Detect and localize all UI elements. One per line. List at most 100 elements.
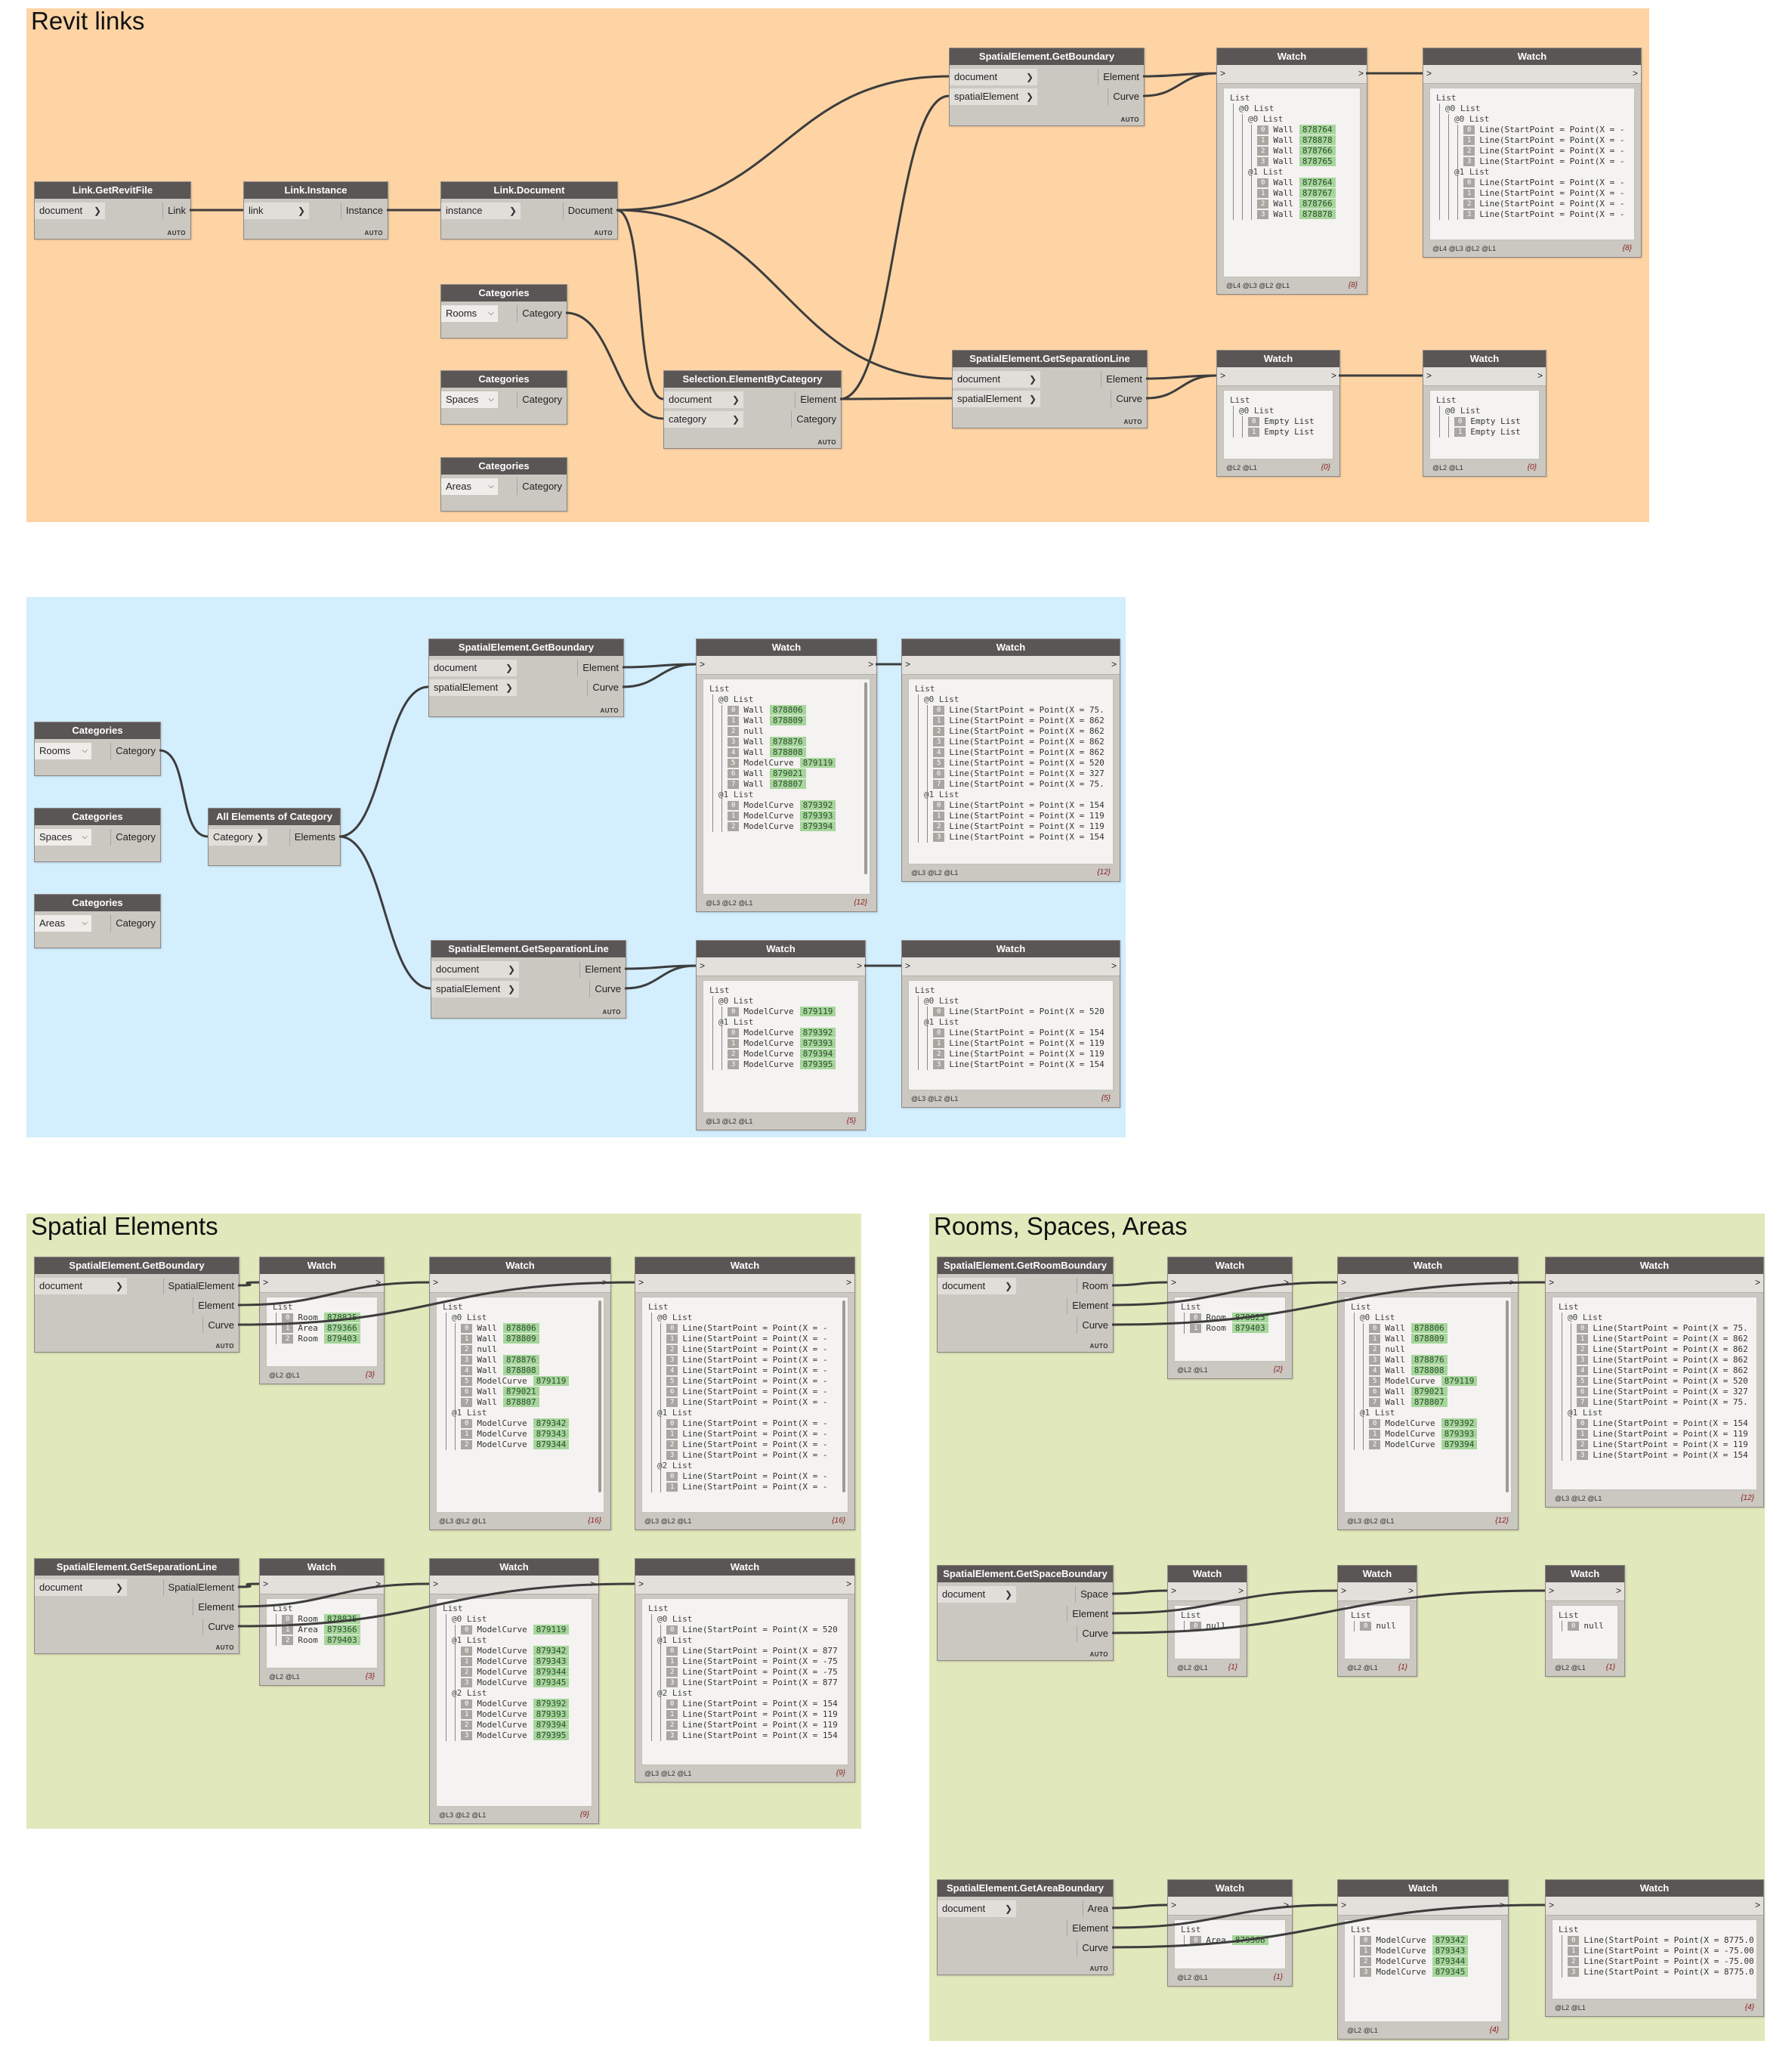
- input-chevron-icon[interactable]: >: [1549, 1585, 1555, 1596]
- element-id[interactable]: 879343: [533, 1656, 570, 1666]
- output-chevron-icon[interactable]: >: [589, 1579, 595, 1589]
- input-chevron-icon[interactable]: >: [433, 1579, 439, 1589]
- watch-preview[interactable]: List @0 List 0 ModelCurve 879119 @1 List 0 Mode…: [436, 1598, 592, 1807]
- output-port[interactable]: Curve: [587, 679, 623, 696]
- element-id[interactable]: 878765: [1299, 156, 1336, 166]
- watch-w10[interactable]: Watch > > List @0 List 0 Wall 878806 1 Wall 878809…: [429, 1257, 611, 1530]
- input-chevron-icon[interactable]: >: [433, 1277, 439, 1288]
- category-dropdown[interactable]: Areas ⌵: [35, 915, 91, 932]
- input-chevron-icon[interactable]: >: [905, 960, 911, 971]
- output-chevron-icon[interactable]: >: [1111, 960, 1117, 971]
- watch-preview[interactable]: List @0 List 0 Wall 878806 1 Wall 878809 2 null 3 W…: [436, 1297, 604, 1513]
- element-id[interactable]: 878806: [1410, 1323, 1448, 1333]
- element-id[interactable]: 879392: [799, 800, 836, 810]
- element-id[interactable]: 878878: [1299, 209, 1336, 219]
- watch-w8[interactable]: Watch > > List @0 List 0 Line(StartPoint = Poi…: [901, 940, 1120, 1108]
- input-port[interactable]: category ❯: [664, 411, 743, 428]
- list-levels[interactable]: @L2 @L1: [1177, 1974, 1208, 1981]
- watch-preview[interactable]: List @0 List 0 Wall 878806 1 Wall 878809 2 null 3 W…: [1344, 1297, 1512, 1513]
- node-n1[interactable]: Link.GetRevitFile document ❯ Link AUTO: [34, 181, 191, 240]
- element-id[interactable]: 879344: [533, 1667, 570, 1677]
- list-levels[interactable]: @L3 @L2 @L1: [1555, 1495, 1602, 1502]
- input-chevron-icon[interactable]: >: [1171, 1585, 1177, 1596]
- output-chevron-icon[interactable]: >: [845, 1277, 851, 1288]
- category-dropdown[interactable]: Rooms ⌵: [441, 305, 498, 322]
- input-port[interactable]: document ❯: [938, 1278, 1016, 1294]
- output-chevron-icon[interactable]: >: [867, 659, 873, 670]
- node-n12[interactable]: Categories Areas ⌵ Category: [34, 894, 161, 948]
- output-port[interactable]: Instance: [340, 203, 388, 219]
- input-chevron-icon[interactable]: >: [1171, 1277, 1177, 1288]
- list-levels[interactable]: @L2 @L1: [1432, 464, 1463, 472]
- node-n9[interactable]: SpatialElement.GetSeparationLine document…: [952, 350, 1148, 428]
- scrollbar[interactable]: [864, 682, 867, 874]
- element-id[interactable]: 879392: [799, 1028, 836, 1038]
- input-port[interactable]: spatialElement ❯: [431, 981, 519, 997]
- node-n16[interactable]: SpatialElement.GetBoundary document ❯ Spati…: [34, 1257, 239, 1353]
- input-chevron-icon[interactable]: >: [905, 659, 911, 670]
- output-chevron-icon[interactable]: >: [1509, 1277, 1515, 1288]
- input-port[interactable]: document ❯: [35, 203, 105, 219]
- list-levels[interactable]: @L3 @L2 @L1: [1347, 1517, 1395, 1525]
- output-chevron-icon[interactable]: >: [1358, 68, 1364, 79]
- watch-w22[interactable]: Watch > > List 0 ModelCurve 879342 1 ModelCurve 8…: [1337, 1879, 1509, 2040]
- input-port[interactable]: document ❯: [938, 1900, 1016, 1917]
- element-id[interactable]: 878808: [502, 1365, 539, 1375]
- output-port[interactable]: SpatialElement: [162, 1579, 239, 1596]
- input-port[interactable]: Category ❯: [209, 829, 267, 846]
- output-chevron-icon[interactable]: >: [1283, 1277, 1289, 1288]
- input-chevron-icon[interactable]: >: [1426, 370, 1432, 381]
- list-levels[interactable]: @L2 @L1: [1347, 2027, 1378, 2034]
- input-chevron-icon[interactable]: >: [1426, 68, 1432, 79]
- watch-preview[interactable]: List @0 List @0 List 0 Line(StartPoint = Poi…: [1429, 88, 1635, 240]
- element-id[interactable]: 879021: [769, 768, 806, 778]
- list-levels[interactable]: @L2 @L1: [1177, 1664, 1208, 1672]
- input-chevron-icon[interactable]: >: [1171, 1900, 1177, 1910]
- category-dropdown[interactable]: Spaces ⌵: [441, 391, 498, 408]
- output-port[interactable]: Elements: [289, 829, 340, 846]
- element-id[interactable]: 879392: [1441, 1418, 1478, 1428]
- watch-w18[interactable]: Watch > > List 0 null @L2 @L1 {1}: [1167, 1565, 1247, 1677]
- output-chevron-icon[interactable]: >: [1330, 370, 1336, 381]
- category-dropdown[interactable]: Rooms ⌵: [35, 743, 91, 759]
- output-chevron-icon[interactable]: >: [1407, 1585, 1414, 1596]
- input-chevron-icon[interactable]: >: [700, 960, 706, 971]
- output-port[interactable]: Category: [791, 411, 841, 428]
- watch-preview[interactable]: List @0 List 0 Line(StartPoint = Point(X = …: [908, 679, 1114, 864]
- element-id[interactable]: 878807: [1410, 1397, 1448, 1407]
- element-id[interactable]: 879344: [533, 1440, 570, 1449]
- watch-w21[interactable]: Watch > > List 0 Area 879366 @L2 @L1 {1}: [1167, 1879, 1293, 1987]
- output-port[interactable]: Curve: [1111, 391, 1147, 407]
- input-port[interactable]: spatialElement ❯: [950, 88, 1037, 105]
- node-n20[interactable]: SpatialElement.GetAreaBoundary document ❯ A…: [937, 1879, 1114, 1975]
- input-chevron-icon[interactable]: >: [263, 1579, 269, 1589]
- element-id[interactable]: 879394: [799, 821, 836, 831]
- output-port[interactable]: Category: [110, 915, 160, 932]
- output-chevron-icon[interactable]: >: [845, 1579, 851, 1589]
- element-id[interactable]: 878764: [1299, 178, 1336, 187]
- element-id[interactable]: 879119: [799, 1007, 836, 1016]
- watch-w3[interactable]: Watch > > List @0 List 0 Empty List 1 Empty List…: [1216, 350, 1340, 477]
- element-id[interactable]: 879342: [533, 1646, 570, 1656]
- watch-preview[interactable]: List 0 Room 878825 1 Room 879403: [1174, 1297, 1286, 1362]
- element-id[interactable]: 879119: [533, 1625, 570, 1634]
- watch-w14[interactable]: Watch > > List @0 List 0 Line(StartPoint = Poi…: [635, 1558, 855, 1783]
- list-levels[interactable]: @L2 @L1: [269, 1372, 300, 1379]
- input-chevron-icon[interactable]: >: [638, 1579, 644, 1589]
- watch-w4[interactable]: Watch > > List @0 List 0 Empty List 1 Empty List…: [1423, 350, 1546, 477]
- element-id[interactable]: 878764: [1299, 125, 1336, 135]
- input-port[interactable]: document ❯: [938, 1586, 1016, 1603]
- category-dropdown[interactable]: Areas ⌵: [441, 478, 498, 495]
- output-chevron-icon[interactable]: >: [375, 1277, 381, 1288]
- output-port[interactable]: Space: [1075, 1586, 1113, 1603]
- output-port[interactable]: Category: [517, 305, 567, 322]
- watch-preview[interactable]: List 0 null: [1174, 1605, 1240, 1659]
- input-port[interactable]: document ❯: [953, 371, 1040, 388]
- input-port[interactable]: instance ❯: [441, 203, 521, 219]
- element-id[interactable]: 879366: [323, 1625, 360, 1634]
- node-n17[interactable]: SpatialElement.GetSeparationLine document…: [34, 1558, 239, 1654]
- output-chevron-icon[interactable]: >: [1111, 659, 1117, 670]
- output-port[interactable]: Curve: [1077, 1940, 1113, 1956]
- node-n13[interactable]: All Elements of Category Category ❯ Element…: [208, 808, 341, 866]
- watch-w7[interactable]: Watch > > List @0 List 0 ModelCurve 879119 @1 Li…: [696, 940, 866, 1130]
